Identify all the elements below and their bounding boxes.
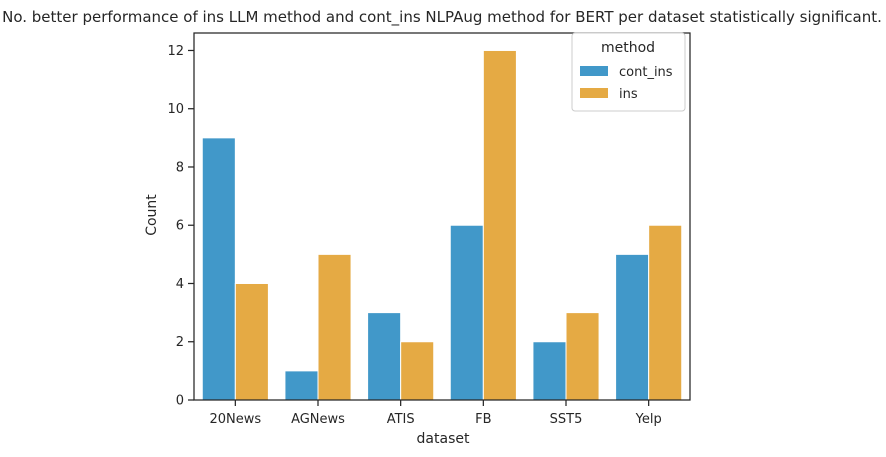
bar-ins-yelp bbox=[648, 224, 683, 401]
bar-ins-20news bbox=[234, 282, 269, 401]
bar-cont-ins-sst5 bbox=[532, 341, 567, 401]
bar-ins-atis bbox=[400, 341, 435, 401]
bar-ins-fb bbox=[482, 49, 517, 401]
y-tick-label: 2 bbox=[176, 335, 184, 350]
bar-ins-agnews bbox=[317, 253, 352, 401]
y-tick-label: 8 bbox=[176, 160, 184, 175]
legend-title: method bbox=[601, 40, 655, 56]
y-tick-label: 6 bbox=[176, 219, 184, 234]
legend-swatch-cont-ins bbox=[580, 66, 608, 76]
y-tick-label: 4 bbox=[176, 277, 184, 292]
y-axis-label: Count bbox=[144, 194, 160, 236]
bar-cont-ins-atis bbox=[367, 312, 402, 401]
x-tick-label-20news: 20News bbox=[209, 412, 261, 427]
x-tick-label-agnews: AGNews bbox=[291, 412, 345, 427]
x-tick-label-yelp: Yelp bbox=[635, 412, 662, 427]
bar-cont-ins-20news bbox=[201, 137, 236, 401]
x-tick-label-fb: FB bbox=[475, 412, 491, 427]
bar-cont-ins-fb bbox=[449, 224, 484, 401]
x-tick-label-sst5: SST5 bbox=[550, 412, 583, 427]
plot-area: 0 2 4 6 8 10 12 20News AGNews ATIS FB SST5 Yelp bbox=[167, 32, 691, 427]
legend-label-ins: ins bbox=[619, 87, 638, 102]
x-tick-label-atis: ATIS bbox=[387, 412, 415, 427]
x-axis-label: dataset bbox=[417, 431, 470, 447]
y-tick-label: 12 bbox=[167, 44, 184, 59]
y-tick-label: 0 bbox=[176, 394, 184, 409]
legend-swatch-ins bbox=[580, 88, 608, 98]
bar-ins-sst5 bbox=[565, 312, 600, 401]
legend-label-cont-ins: cont_ins bbox=[619, 65, 673, 80]
bar-cont-ins-yelp bbox=[615, 253, 650, 401]
y-tick-label: 10 bbox=[167, 102, 184, 117]
axes-frame bbox=[193, 32, 691, 401]
bar-cont-ins-agnews bbox=[284, 370, 319, 401]
legend: method cont_ins ins bbox=[571, 32, 686, 112]
chart-title: No. better performance of ins LLM method… bbox=[2, 8, 882, 27]
